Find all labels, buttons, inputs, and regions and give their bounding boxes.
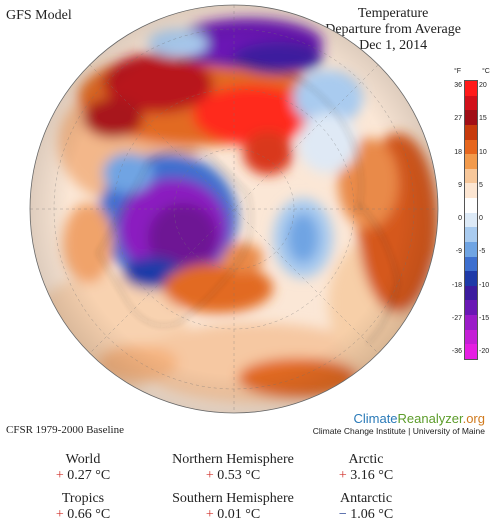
legend-tick-c: -10 [479, 281, 490, 289]
legend-tick-c: -15 [479, 314, 490, 322]
legend-tick-f: 9 [458, 181, 462, 189]
legend-tick-c: 20 [479, 82, 487, 89]
model-label: GFS Model [6, 8, 72, 23]
colorbar-segment [465, 212, 477, 228]
stat-number: 0.01 °C [213, 507, 261, 522]
legend-tick-f: 0 [458, 215, 462, 222]
title-line-1: Temperature [357, 6, 429, 21]
brand-part-2: Reanalyzer [397, 411, 463, 426]
legend-tick-c: 0 [479, 215, 483, 222]
stat-sign: + [205, 507, 214, 522]
colorbar-legend: °F °C 36 27 18 9 0 -9 -18 -27 -36 20 15 10 5 0 -5 -10 -1… [448, 68, 496, 368]
stat-number: 3.16 °C [346, 468, 394, 483]
legend-tick-f: -27 [451, 314, 462, 322]
brand-block: ClimateReanalyzer.org Climate Change Ins… [313, 411, 485, 436]
colorbar-segment [465, 227, 477, 242]
colorbar [464, 80, 478, 360]
colorbar-segment [465, 154, 477, 169]
colorbar-segment [465, 241, 477, 257]
legend-tick-c: 15 [479, 115, 487, 123]
legend-tick-f: -9 [455, 248, 462, 256]
legend-tick-f: 36 [454, 82, 462, 89]
colorbar-segment [465, 344, 477, 359]
stat-northern-hemisphere: Northern Hemisphere + 0.53 °C [153, 452, 313, 484]
legend-tick-c: -20 [479, 348, 490, 355]
colorbar-segment [465, 139, 477, 155]
stat-sign: − [338, 507, 347, 522]
stat-value: + 0.66 °C [3, 507, 163, 523]
stat-value: − 1.06 °C [286, 507, 446, 523]
legend-tick-c: 5 [479, 181, 483, 189]
stat-sign: + [55, 507, 64, 522]
stat-value: + 3.16 °C [286, 468, 446, 484]
legend-tick-f: -36 [451, 348, 462, 355]
stat-number: 0.27 °C [63, 468, 111, 483]
globe-svg [29, 4, 439, 414]
stat-number: 0.66 °C [63, 507, 111, 522]
legend-unit-c: °C [482, 68, 490, 75]
colorbar-segment [465, 300, 477, 315]
stat-label: World [65, 452, 101, 467]
colorbar-segment [465, 183, 477, 198]
colorbar-segment [465, 271, 477, 286]
legend-tick-c: -5 [479, 248, 486, 256]
stat-label: Tropics [61, 491, 105, 506]
stat-sign: + [205, 468, 214, 483]
stat-tropics: Tropics + 0.66 °C [3, 491, 163, 523]
map-title: Temperature Departure from Average Dec 1… [325, 6, 461, 54]
stat-number: 0.53 °C [213, 468, 261, 483]
stat-sign: + [338, 468, 347, 483]
stat-value: + 0.53 °C [153, 468, 313, 484]
title-line-3: Dec 1, 2014 [359, 38, 428, 53]
brand-part-3: .org [462, 411, 485, 426]
brand-part-1: Climate [353, 411, 398, 426]
stat-value: + 0.01 °C [153, 507, 313, 523]
stat-arctic: Arctic + 3.16 °C [286, 452, 446, 484]
stat-label: Northern Hemisphere [172, 452, 294, 467]
colorbar-segment [465, 168, 477, 184]
stat-label: Southern Hemisphere [172, 491, 294, 506]
title-line-2: Departure from Average [325, 22, 461, 37]
legend-tick-f: 18 [454, 148, 462, 156]
legend-unit-f: °F [454, 68, 462, 75]
colorbar-segment [465, 81, 477, 96]
stat-label: Arctic [348, 452, 384, 467]
institute-label: Climate Change Institute | University of… [312, 426, 485, 436]
legend-tick-c: 10 [479, 148, 487, 156]
stat-antarctic: Antarctic − 1.06 °C [286, 491, 446, 523]
colorbar-segment [465, 95, 477, 111]
brand-name: ClimateReanalyzer.org [313, 411, 485, 426]
stat-sign: + [55, 468, 64, 483]
colorbar-segment [465, 329, 477, 345]
colorbar-segment [465, 315, 477, 330]
legend-tick-f: 27 [454, 115, 462, 123]
stat-world: World + 0.27 °C [3, 452, 163, 484]
colorbar-segment [465, 198, 477, 213]
globe-map [28, 3, 440, 415]
colorbar-segment [465, 124, 477, 140]
legend-tick-f: -18 [451, 281, 462, 289]
stat-number: 1.06 °C [346, 507, 394, 522]
stat-label: Antarctic [339, 491, 393, 506]
colorbar-segment [465, 256, 477, 272]
baseline-label: CFSR 1979-2000 Baseline [6, 424, 124, 436]
stat-value: + 0.27 °C [3, 468, 163, 484]
stat-southern-hemisphere: Southern Hemisphere + 0.01 °C [153, 491, 313, 523]
colorbar-segment [465, 110, 477, 125]
stats-panel: World + 0.27 °C Northern Hemisphere + 0.53 … [0, 452, 499, 531]
colorbar-segment [465, 285, 477, 301]
